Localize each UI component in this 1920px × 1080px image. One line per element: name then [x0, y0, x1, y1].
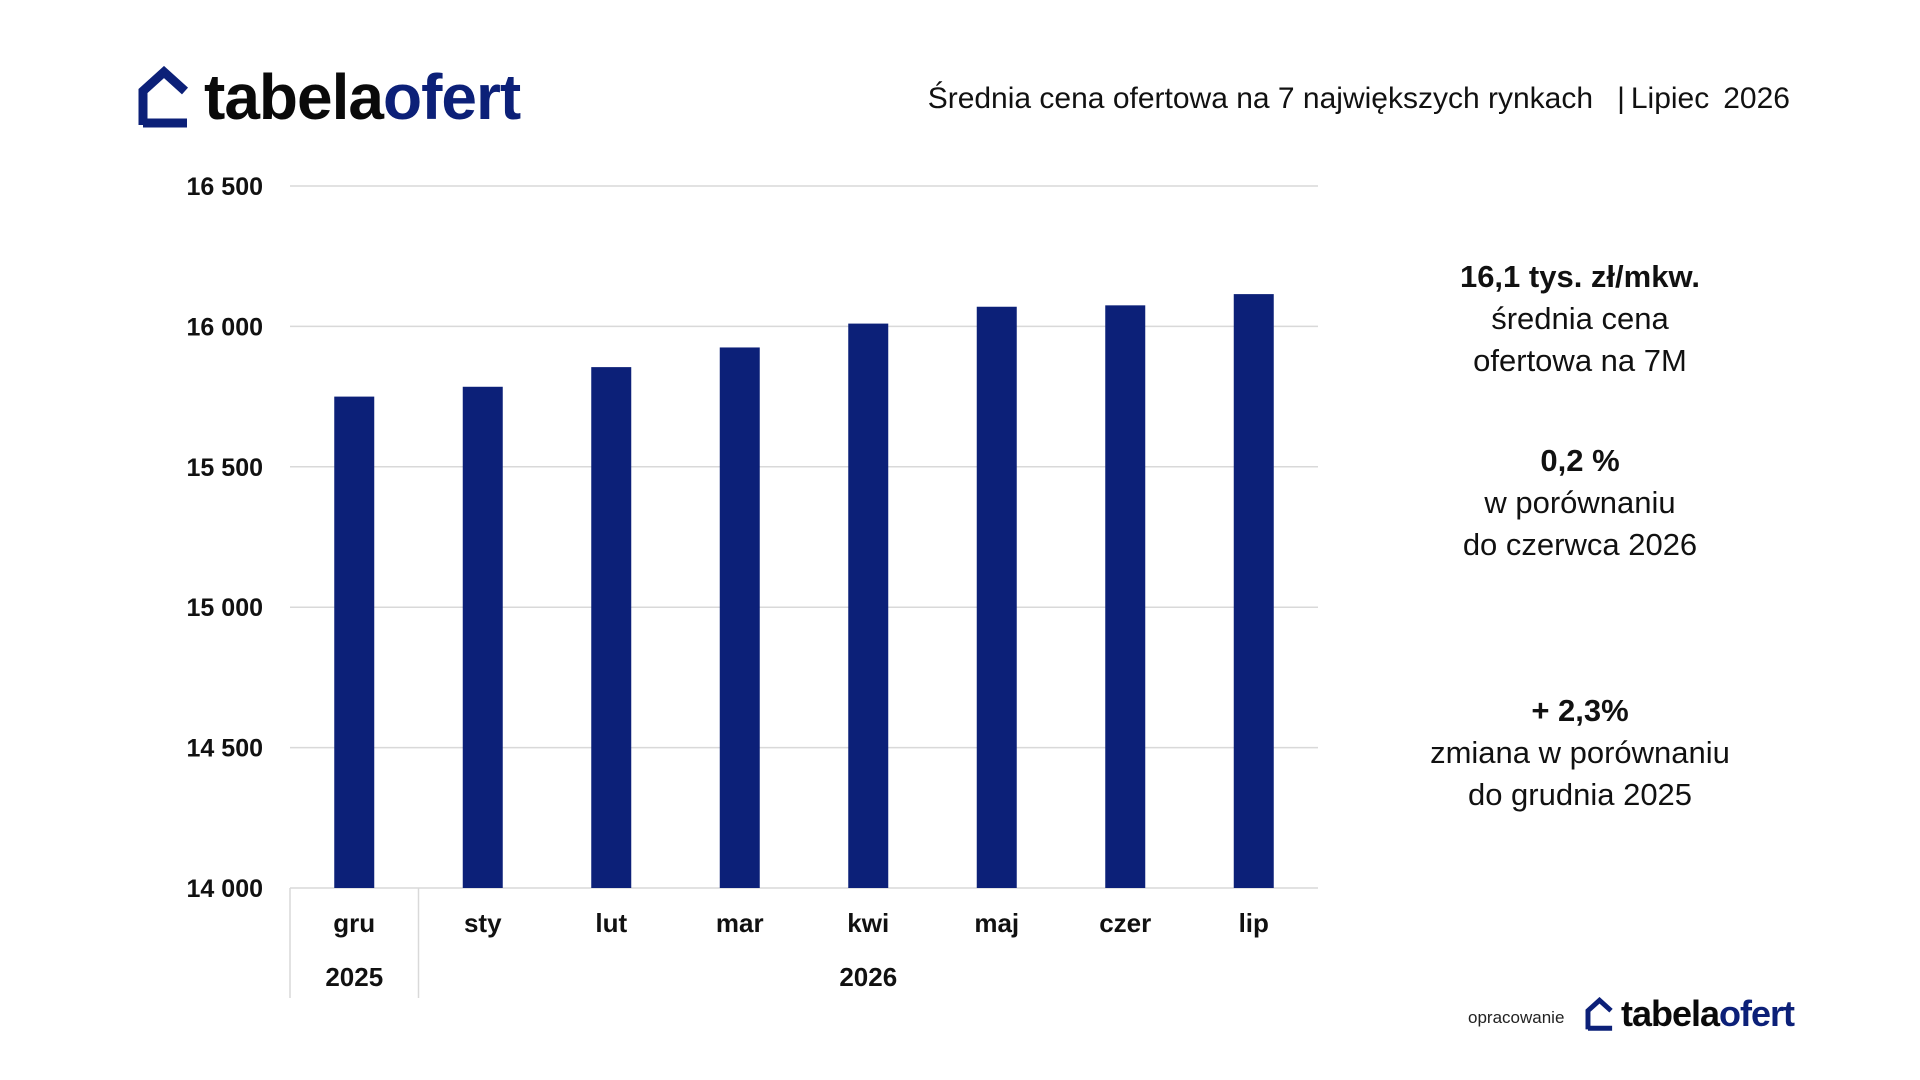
year-group-label: 2026 [839, 962, 897, 992]
brand-name-part2: ofert [382, 61, 521, 133]
house-logo-icon [138, 66, 189, 128]
title-separator: | [1617, 82, 1625, 115]
stat-ytd-line1: zmiana w porównaniu [1430, 735, 1730, 770]
y-tick-label: 14 500 [187, 735, 263, 763]
stat-ytd-line2: do grudnia 2025 [1467, 777, 1693, 812]
bar [1105, 305, 1146, 889]
brand-logo: tabelaofert [138, 62, 521, 132]
bar [1233, 294, 1274, 888]
page-title: Średnia cena ofertowa na 7 największych … [928, 82, 1790, 116]
x-tick-label: mar [716, 908, 764, 938]
stat-average-price: 16,1 tys. zł/mkw. średnia cena ofertowa … [1370, 256, 1790, 382]
x-tick-label: gru [333, 908, 375, 938]
brand-wordmark: tabelaofert [204, 65, 521, 129]
x-tick-label: sty [464, 908, 502, 938]
bar [462, 386, 503, 888]
house-logo-icon [1585, 997, 1613, 1031]
year-group-label: 2025 [325, 962, 383, 992]
x-tick-label: czer [1099, 908, 1151, 938]
stat-price-line1: średnia cena [1491, 301, 1669, 336]
stat-mom-line2: do czerwca 2026 [1462, 527, 1698, 562]
footer-name-part1: tabela [1621, 993, 1720, 1034]
title-month: Lipiec [1630, 82, 1710, 115]
bar [591, 367, 632, 889]
x-tick-label: maj [974, 908, 1019, 938]
bar [719, 347, 760, 889]
y-tick-label: 15 500 [187, 454, 263, 482]
bar [848, 323, 889, 888]
bar [976, 306, 1017, 888]
y-tick-label: 16 000 [187, 313, 263, 341]
footer-wordmark: tabelaofert [1621, 993, 1795, 1034]
stat-price-value: 16,1 tys. zł/mkw. [1459, 259, 1701, 294]
y-tick-label: 15 000 [187, 594, 263, 622]
title-year: 2026 [1723, 82, 1790, 115]
stat-price-line2: ofertowa na 7M [1473, 343, 1687, 378]
brand-name-part1: tabela [204, 61, 384, 133]
bar [334, 396, 375, 888]
y-tick-label: 14 000 [187, 875, 263, 903]
stat-mom-line1: w porównaniu [1484, 485, 1676, 520]
footer-logo: tabelaofert [1585, 993, 1795, 1034]
x-tick-label: lut [595, 908, 627, 938]
footer-name-part2: ofert [1719, 993, 1795, 1034]
x-tick-label: kwi [847, 908, 889, 938]
footer-prefix: opracowanie [1468, 1008, 1565, 1027]
stat-month-change: 0,2 % w porównaniu do czerwca 2026 [1370, 440, 1790, 566]
x-tick-label: lip [1239, 908, 1269, 938]
title-text: Średnia cena ofertowa na 7 największych … [927, 82, 1594, 115]
stat-ytd-change: + 2,3% zmiana w porównaniu do grudnia 20… [1370, 690, 1790, 816]
stat-ytd-value: + 2,3% [1531, 693, 1629, 728]
y-tick-label: 16 500 [187, 173, 263, 201]
stat-mom-value: 0,2 % [1540, 443, 1620, 478]
